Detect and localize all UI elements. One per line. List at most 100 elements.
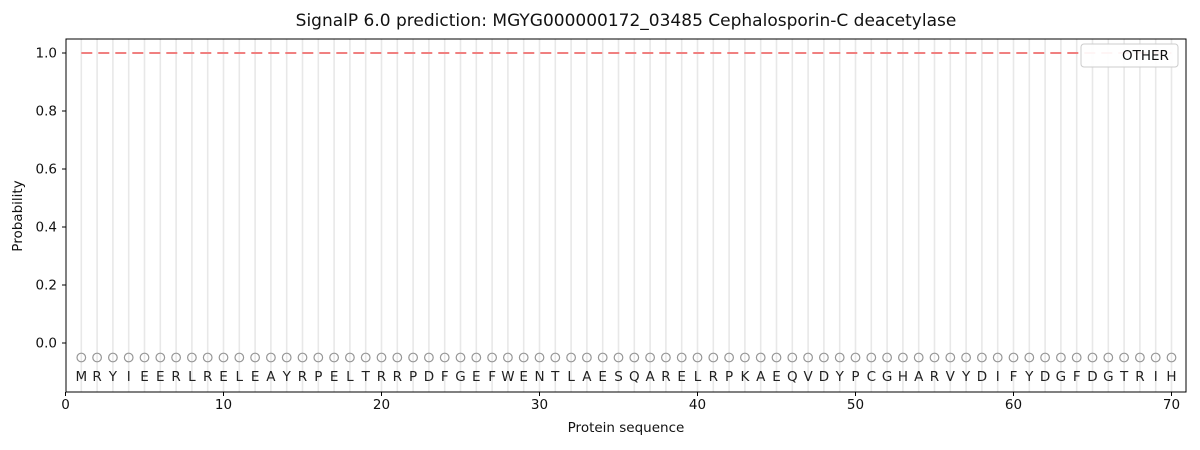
sequence-letter: D <box>1087 369 1097 385</box>
sequence-letter: T <box>1119 369 1129 385</box>
sequence-letter: Y <box>108 369 118 385</box>
residue-marker <box>281 352 292 363</box>
residue-marker <box>186 352 197 363</box>
residue-marker <box>597 352 608 363</box>
residue-marker <box>455 352 466 363</box>
residue-marker <box>661 352 671 363</box>
residue-marker <box>202 352 213 363</box>
residue-marker <box>613 352 624 363</box>
residue-marker <box>566 352 576 363</box>
residue-marker <box>534 352 545 363</box>
residue-marker <box>297 352 308 363</box>
residue-marker <box>945 352 956 363</box>
residue-marker <box>1134 352 1145 363</box>
sequence-letter: R <box>92 369 101 385</box>
sequence-letter: I <box>1154 369 1158 385</box>
residue-marker <box>1008 352 1019 363</box>
sequence-letter: R <box>661 369 670 385</box>
sequence-letter: L <box>567 369 575 385</box>
sequence-letter: A <box>266 369 276 385</box>
x-tick-label: 50 <box>847 397 864 413</box>
residue-marker <box>692 352 703 363</box>
sequence-letter: F <box>441 369 449 385</box>
sequence-letter: V <box>803 369 813 385</box>
sequence-letter: P <box>851 369 859 385</box>
x-tick-label: 0 <box>61 397 70 413</box>
sequence-letter: H <box>898 369 908 385</box>
sequence-letter: R <box>171 369 180 385</box>
residue-marker <box>724 352 734 363</box>
sequence-letter: E <box>156 369 165 385</box>
residue-marker <box>471 352 482 363</box>
sequence-letter: G <box>455 369 465 385</box>
sequence-letter: T <box>550 369 560 385</box>
sequence-letter: D <box>819 369 829 385</box>
residue-marker <box>1024 352 1035 363</box>
residue-marker <box>155 352 166 363</box>
residue-marker <box>92 352 102 363</box>
residue-marker <box>676 352 687 363</box>
sequence-letter: I <box>996 369 1000 385</box>
residue-marker <box>1150 352 1161 363</box>
sequence-letter: G <box>1056 369 1066 385</box>
residue-marker <box>1055 352 1066 363</box>
sequence-letter: Y <box>835 369 845 385</box>
sequence-letter: E <box>140 369 149 385</box>
residue-marker <box>392 352 403 363</box>
residue-marker <box>313 352 324 363</box>
sequence-letter: Y <box>1024 369 1034 385</box>
x-tick-label: 10 <box>215 397 232 413</box>
sequence-letter: S <box>614 369 623 385</box>
residue-marker <box>1071 352 1082 363</box>
sequence-letter: W <box>501 369 514 385</box>
sequence-letter: R <box>377 369 386 385</box>
y-axis-label: Probability <box>10 180 26 251</box>
y-tick-label: 0.4 <box>36 220 57 236</box>
sequence-letter: F <box>488 369 496 385</box>
sequence-letter: L <box>346 369 354 385</box>
y-tick-label: 0.6 <box>36 162 57 178</box>
sequence-letter: Q <box>629 369 640 385</box>
residue-marker <box>329 352 340 363</box>
residue-marker <box>787 352 798 363</box>
y-tick-label: 0.2 <box>36 278 57 294</box>
x-tick-label: 30 <box>531 397 548 413</box>
sequence-letter: K <box>740 369 750 385</box>
sequence-letter: H <box>1166 369 1176 385</box>
sequence-letter: P <box>409 369 417 385</box>
residue-marker <box>708 352 719 363</box>
sequence-letter: Y <box>961 369 971 385</box>
sequence-letter: A <box>582 369 592 385</box>
residue-marker <box>503 352 513 363</box>
residue-marker <box>408 352 419 363</box>
sequence-letter: E <box>472 369 481 385</box>
sequence-letter: A <box>756 369 766 385</box>
sequence-letter: E <box>772 369 781 385</box>
y-tick-label: 0.8 <box>36 104 57 120</box>
residue-marker <box>1103 352 1114 363</box>
sequence-letter: E <box>598 369 607 385</box>
residue-marker <box>360 352 371 363</box>
residue-marker <box>913 352 924 363</box>
residue-marker <box>123 352 134 363</box>
sequence-letter: D <box>424 369 434 385</box>
sequence-letter: R <box>393 369 402 385</box>
residue-marker <box>850 352 861 363</box>
residue-marker <box>1119 352 1129 363</box>
x-tick-label: 70 <box>1163 397 1180 413</box>
sequence-letter: A <box>914 369 924 385</box>
residue-marker <box>803 352 813 363</box>
sequence-letter: C <box>867 369 876 385</box>
sequence-letter: V <box>946 369 956 385</box>
sequence-letter: E <box>251 369 260 385</box>
residue-marker <box>1040 352 1050 363</box>
residue-marker <box>1087 352 1098 363</box>
residue-marker <box>629 352 640 363</box>
sequence-letter: L <box>694 369 702 385</box>
x-tick-label: 20 <box>373 397 390 413</box>
x-tick-label: 60 <box>1005 397 1022 413</box>
chart-title: SignalP 6.0 prediction: MGYG000000172_03… <box>296 11 957 31</box>
sequence-letter: Q <box>787 369 798 385</box>
